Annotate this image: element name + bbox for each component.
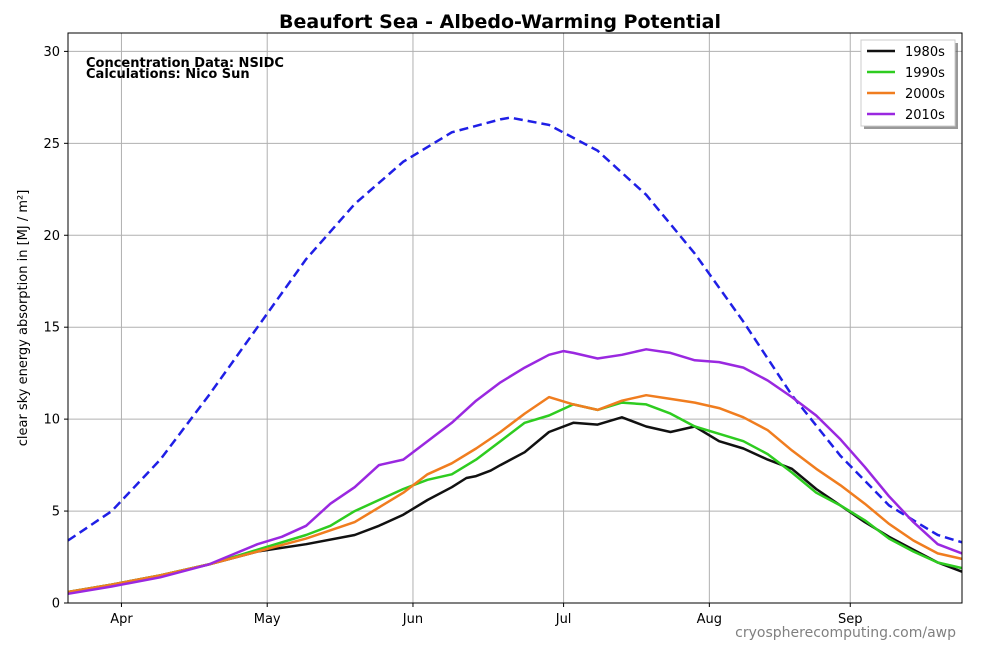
x-tick-label: Sep — [838, 612, 863, 627]
x-tick-label: Jul — [555, 612, 572, 627]
series-line-2000s — [67, 393, 963, 594]
annotation-calculations: Calculations: Nico Sun — [86, 67, 250, 82]
annotation-data-source: Concentration Data: NSIDC — [86, 56, 284, 71]
chart-title: Beaufort Sea - Albedo-Warming Potential — [279, 11, 721, 33]
watermark: cryospherecomputing.com/awp — [735, 625, 956, 641]
x-tick-label: Apr — [110, 612, 133, 627]
y-tick-label: 10 — [43, 413, 60, 428]
axis-ticks: Apr May Jun Jul Aug Sep 0 5 10 15 20 25 30 — [43, 45, 862, 627]
x-tick-label: Jun — [402, 612, 423, 627]
grid — [68, 33, 962, 604]
y-tick-label: 0 — [52, 597, 60, 612]
legend-label-1990s: 1990s — [905, 66, 945, 81]
legend-box — [860, 39, 956, 127]
y-tick-label: 20 — [43, 229, 60, 244]
plot-data — [67, 116, 963, 596]
y-tick-label: 15 — [43, 321, 60, 336]
x-tick-label: May — [254, 612, 281, 627]
x-tick-label: Aug — [697, 612, 722, 627]
series-line-1980s — [67, 416, 963, 594]
series-line-2010s — [67, 348, 963, 596]
y-tick-label: 5 — [52, 505, 60, 520]
y-tick-label: 30 — [43, 45, 60, 60]
y-axis-label: clear sky energy absorption in [MJ / m²] — [16, 190, 31, 447]
y-tick-label: 25 — [43, 137, 60, 152]
legend-label-2000s: 2000s — [905, 87, 945, 102]
plot-frame — [67, 32, 963, 604]
legend-label-2010s: 2010s — [905, 108, 945, 123]
legend: 1980s 1990s 2000s 2010s — [860, 39, 958, 129]
reference-curve-line — [67, 116, 963, 544]
legend-label-1980s: 1980s — [905, 45, 945, 60]
